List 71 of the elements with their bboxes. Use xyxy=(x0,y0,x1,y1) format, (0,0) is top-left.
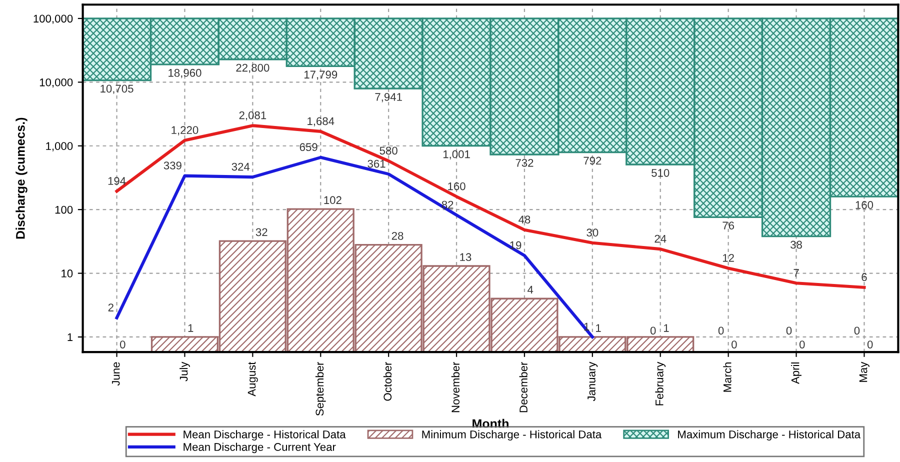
data-label: 194 xyxy=(108,177,126,185)
text: 0 xyxy=(854,326,860,335)
data-label: 1 xyxy=(596,324,601,332)
annotation: 1,001 xyxy=(443,150,470,160)
data-label: 2,081 xyxy=(239,111,266,121)
data-label: 324 xyxy=(232,162,250,171)
x-tick-label: July xyxy=(180,362,190,382)
data-label: 28 xyxy=(392,232,404,240)
data-label: 1,684 xyxy=(308,117,334,126)
annotation: 7,941 xyxy=(375,93,402,102)
legend-label: Maximum Discharge - Historical Data xyxy=(678,430,861,441)
x-tick-label: November xyxy=(451,362,460,412)
legend-label: Mean Discharge - Historical Data xyxy=(184,430,346,441)
y-tick-label: 1,000 xyxy=(46,142,73,152)
x-tick-label: April xyxy=(791,362,802,384)
x-tick-label: December xyxy=(519,362,528,412)
annotation: 22,800 xyxy=(236,64,270,74)
data-label: 30 xyxy=(586,228,598,237)
x-tick-label: June xyxy=(112,362,120,386)
data-label: 82 xyxy=(442,200,454,209)
data-label: 48 xyxy=(518,216,530,224)
annotation: 160 xyxy=(856,201,874,209)
data-label: 2 xyxy=(108,304,114,312)
annotation: 76 xyxy=(722,222,734,230)
text: 0 xyxy=(867,340,873,348)
text: 0 xyxy=(718,326,724,335)
text: 0 xyxy=(732,340,737,348)
annotation: 38 xyxy=(790,240,802,249)
y-tick-label: 100,000 xyxy=(34,14,73,24)
data-label: 6 xyxy=(862,273,867,282)
annotation: 792 xyxy=(584,156,602,165)
data-label: 1 xyxy=(188,324,194,332)
x-tick-label: February xyxy=(655,362,666,406)
data-label: 13 xyxy=(460,253,472,262)
data-label: 102 xyxy=(324,196,342,204)
data-label: 361 xyxy=(368,160,386,168)
annotation: 10,705 xyxy=(100,84,134,94)
x-tick-label: October xyxy=(383,362,392,401)
x-tick-label: September xyxy=(315,362,326,416)
data-label: 339 xyxy=(164,162,182,170)
y-axis-title: Discharge (cumecs.) xyxy=(16,118,28,239)
data-label: 659 xyxy=(300,143,318,152)
annotation: 18,960 xyxy=(168,68,202,78)
legend-label: Mean Discharge - Current Year xyxy=(184,442,336,454)
y-tick-label: 100 xyxy=(55,206,73,214)
text: 0 xyxy=(786,326,792,335)
data-label: 160 xyxy=(448,182,466,190)
data-label: 12 xyxy=(722,254,734,262)
y-tick-label: 10,000 xyxy=(40,78,73,88)
x-tick-label: March xyxy=(723,362,732,392)
x-tick-label: January xyxy=(588,362,598,402)
annotation: 510 xyxy=(652,168,670,177)
y-tick-label: 10 xyxy=(62,270,73,278)
data-label: 7 xyxy=(794,269,799,277)
x-axis-title: Month xyxy=(472,418,508,428)
y-tick-label: 1 xyxy=(68,333,73,341)
data-label: 580 xyxy=(380,146,398,155)
text: 0 xyxy=(120,340,126,348)
data-label: 1 xyxy=(664,324,669,332)
data-label: 1,220 xyxy=(172,126,198,136)
data-label: 24 xyxy=(654,234,666,243)
annotation: 17,799 xyxy=(304,70,338,80)
data-label: 4 xyxy=(528,286,534,294)
data-label: 32 xyxy=(256,228,268,236)
x-tick-label: May xyxy=(859,362,870,382)
data-label: 19 xyxy=(510,241,522,250)
text: 0 xyxy=(799,340,805,348)
text: 0 xyxy=(650,326,656,335)
legend-label: Minimum Discharge - Historical Data xyxy=(422,430,602,441)
x-tick-label: August xyxy=(248,362,258,396)
annotation: 732 xyxy=(516,158,534,167)
